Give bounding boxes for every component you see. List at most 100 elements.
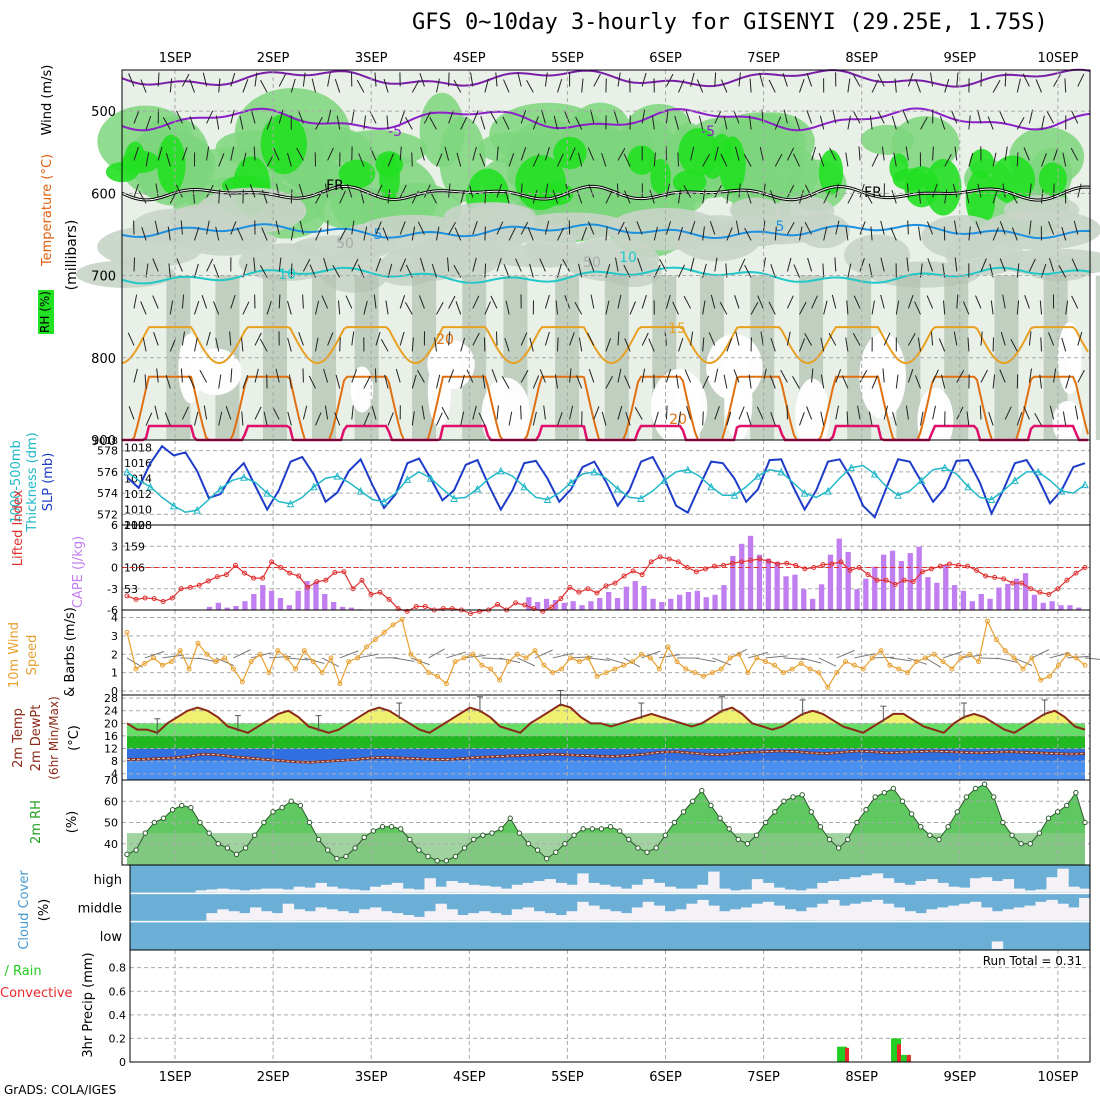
- wind-barb: [930, 72, 934, 87]
- wind-barb: [574, 301, 583, 315]
- wind-barb: [382, 227, 389, 241]
- li-marker: [648, 559, 654, 565]
- cloud-middle-bar: [370, 907, 382, 921]
- cloud-middle-bar: [424, 911, 436, 921]
- wind-barb: [648, 338, 655, 352]
- wind-barb: [720, 79, 728, 93]
- rh-tick-label: 50: [104, 817, 118, 830]
- cloud-middle-bar: [882, 903, 895, 921]
- li-marker: [965, 563, 971, 569]
- cape-bar: [765, 558, 771, 610]
- cloud-middle-bar: [1046, 899, 1058, 921]
- thickness-marker: [894, 491, 902, 499]
- wind-barb: [962, 301, 970, 315]
- wind-marker: [550, 670, 556, 676]
- wind-marker: [647, 655, 653, 661]
- cloud-middle-bar: [490, 913, 502, 921]
- wind-barb: [880, 220, 885, 235]
- rh-marker: [471, 836, 477, 843]
- thickness-marker: [917, 476, 926, 484]
- wind-barb: [702, 189, 706, 204]
- li-marker: [377, 589, 383, 595]
- wind-barb: [847, 78, 851, 93]
- wind-barb: [702, 226, 705, 241]
- thickness-marker: [1011, 476, 1019, 484]
- wind-barb: [992, 152, 997, 167]
- wind-barb: [629, 301, 636, 315]
- cape-bar: [543, 598, 550, 610]
- wind-marker: [497, 677, 503, 683]
- cape-bar: [233, 606, 239, 610]
- wind-marker: [825, 684, 831, 690]
- wind-barb: [1028, 109, 1034, 124]
- wind-barb: [915, 79, 921, 93]
- cloud-high-bar: [915, 881, 927, 893]
- wind-barb: [181, 406, 189, 420]
- wind-barb: [1071, 295, 1079, 309]
- wind-barb: [213, 264, 220, 278]
- cloud-high-bar: [1046, 877, 1058, 893]
- wind-barb: [496, 405, 499, 420]
- wind-barb: [141, 226, 147, 241]
- temp-warm-area: [127, 704, 1085, 724]
- pressure-tick-label: 600: [91, 187, 116, 202]
- wind-barb: [641, 109, 646, 124]
- cape-bar: [260, 585, 266, 610]
- wind-barb: [588, 258, 595, 272]
- wind-barb: [351, 258, 359, 272]
- wind-barb: [358, 153, 365, 167]
- isotherm-label: 5: [374, 227, 383, 243]
- pressure-tick-label: 800: [91, 352, 116, 367]
- wind-barb: [1028, 368, 1032, 383]
- wind-barb: [323, 257, 329, 272]
- rh-blob: [980, 209, 1100, 250]
- wind-barb: [206, 258, 214, 272]
- cape-bar: [925, 577, 931, 610]
- wind-barb: [411, 152, 413, 167]
- cloud-middle-bar: [359, 909, 371, 921]
- wind-barb: [761, 109, 764, 124]
- isotherm-label: 15: [668, 321, 686, 337]
- cloud-high-bar: [970, 878, 982, 893]
- cape-bar: [854, 589, 860, 610]
- wind-marker: [177, 648, 183, 654]
- rh-marker: [1000, 819, 1006, 826]
- temp-tick-label: 12: [104, 743, 118, 756]
- wind-barb: [448, 72, 450, 87]
- wind-barb: [998, 110, 1006, 124]
- cloud-middle-bar: [937, 907, 949, 921]
- wind-barb: [374, 72, 377, 87]
- wind-barb: [180, 368, 183, 383]
- wind-barb: [504, 189, 510, 204]
- wind-barb: [1061, 226, 1067, 241]
- wind-barb: [346, 184, 353, 198]
- wind-barb: [181, 331, 185, 346]
- wind-barb: [290, 78, 296, 93]
- cloud-middle-bar: [304, 911, 316, 921]
- rh-blob: [157, 134, 186, 194]
- wind-barb: [472, 295, 480, 309]
- wind-barb: [1071, 258, 1079, 272]
- rh-blob: [75, 260, 176, 288]
- cape-bar: [588, 601, 594, 610]
- cloud-middle-bar: [533, 911, 545, 921]
- wind-barb: [617, 405, 623, 420]
- dry-patch: [650, 369, 708, 446]
- li-marker: [332, 569, 338, 575]
- wind-barb: [472, 257, 477, 272]
- cloud-middle-bar: [730, 909, 742, 921]
- wind-barb: [351, 220, 355, 235]
- wind-barb: [690, 331, 694, 346]
- wind-barb: [895, 374, 899, 389]
- wind-barb: [992, 374, 996, 389]
- cloud-high-bar: [413, 889, 425, 893]
- li-marker: [287, 570, 293, 576]
- li-marker: [241, 570, 247, 576]
- cloud-high-bar: [948, 886, 960, 893]
- wind-marker: [275, 648, 281, 654]
- li-marker: [946, 561, 952, 567]
- wind-marker: [869, 655, 875, 661]
- wind-barb: [539, 369, 546, 383]
- wind-barb: [1048, 257, 1055, 272]
- cloud-high-bar: [271, 888, 284, 893]
